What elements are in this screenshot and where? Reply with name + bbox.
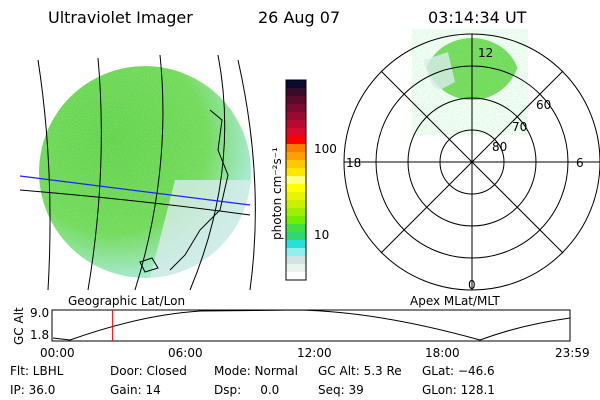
altitude-ylabel: GC Alt	[12, 307, 26, 345]
status-filter: Flt: LBHL	[10, 364, 64, 378]
polar-image	[422, 38, 520, 126]
colorbar-swatch	[286, 272, 306, 281]
mlt-0: 0	[468, 278, 476, 292]
colorbar-swatch	[286, 112, 306, 121]
colorbar-swatch	[286, 184, 306, 193]
colorbar-swatch	[286, 192, 306, 201]
xtick: 06:00	[168, 346, 203, 360]
lat-60: 60	[536, 98, 552, 112]
status-mode: Mode: Normal	[214, 364, 298, 378]
colorbar-swatch	[286, 168, 306, 177]
lat-70: 70	[512, 120, 528, 134]
colorbar-swatch	[286, 216, 306, 225]
xtick: 12:00	[297, 346, 332, 360]
lat-80: 80	[492, 140, 508, 154]
date-label: 26 Aug 07	[258, 8, 341, 27]
colorbar-swatch	[286, 176, 306, 185]
colorbar-swatch	[286, 96, 306, 105]
ytick-1.8: 1.8	[30, 328, 50, 342]
colorbar-swatch	[286, 144, 306, 153]
mlt-6: 6	[576, 156, 584, 170]
colorbar-swatch	[286, 256, 306, 265]
colorbar-swatch	[286, 240, 306, 249]
colorbar-swatch	[286, 128, 306, 137]
colorbar-swatch	[286, 120, 306, 129]
status-dsp: Dsp: 0.0	[214, 383, 280, 397]
colorbar-swatch	[286, 224, 306, 233]
status-gc-alt: GC Alt: 5.3 Re	[318, 364, 402, 378]
colorbar-tick-10: 10	[314, 228, 330, 242]
instrument-title: Ultraviolet Imager	[48, 8, 193, 27]
ytick-9: 9.0	[30, 306, 50, 320]
status-gain: Gain: 14	[110, 383, 161, 397]
colorbar-swatch	[286, 264, 306, 273]
mlt-12: 12	[478, 46, 494, 60]
status-seq: Seq: 39	[318, 383, 364, 397]
geographic-label: Geographic Lat/Lon	[68, 294, 186, 308]
xtick: 23:59	[555, 346, 590, 360]
colorbar-swatch	[286, 80, 306, 89]
colorbar-tick-100: 100	[314, 142, 337, 156]
colorbar-swatch	[286, 152, 306, 161]
status-ip: IP: 36.0	[10, 383, 56, 397]
altitude-curve	[52, 309, 571, 341]
status-glon: GLon: 128.1	[422, 383, 495, 397]
colorbar	[286, 80, 306, 281]
time-label: 03:14:34 UT	[428, 8, 527, 27]
mlt-18: 18	[346, 156, 362, 170]
colorbar-swatch	[286, 88, 306, 97]
apex-label: Apex MLat/MLT	[410, 294, 500, 308]
status-door: Door: Closed	[110, 364, 187, 378]
colorbar-swatch	[286, 136, 306, 145]
terminator-line	[19, 175, 251, 206]
colorbar-label: photon cm⁻²s⁻¹	[270, 147, 284, 240]
polar-grid	[343, 33, 600, 291]
colorbar-swatch	[286, 248, 306, 257]
colorbar-swatch	[286, 208, 306, 217]
colorbar-swatch	[286, 200, 306, 209]
geographic-image	[39, 66, 251, 278]
xtick: 18:00	[425, 346, 460, 360]
xtick: 00:00	[40, 346, 75, 360]
colorbar-swatch	[286, 232, 306, 241]
colorbar-swatch	[286, 160, 306, 169]
status-glat: GLat: −46.6	[422, 364, 495, 378]
graticule	[19, 54, 256, 291]
altitude-plot-frame	[51, 309, 571, 342]
colorbar-swatch	[286, 104, 306, 113]
